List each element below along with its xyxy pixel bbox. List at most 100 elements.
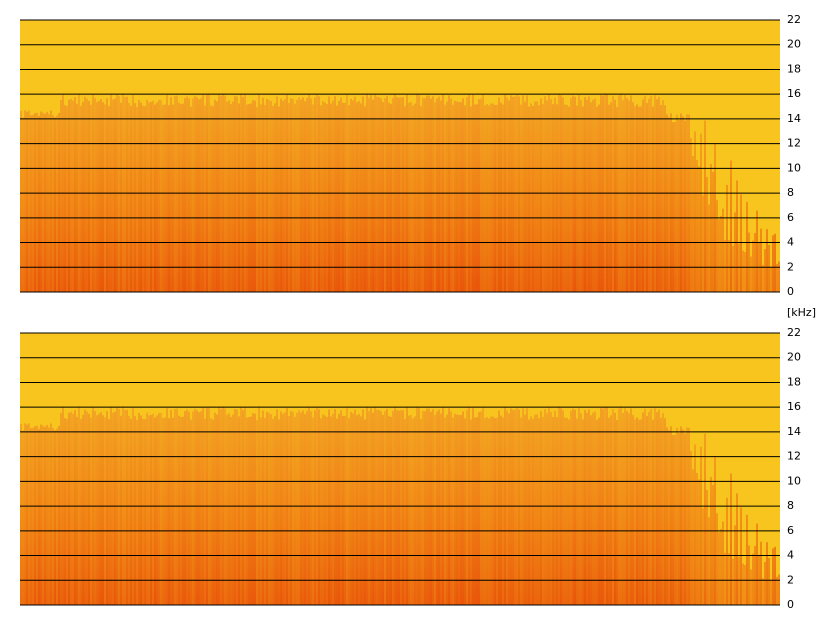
spectrogram-stripe [664, 418, 666, 605]
spectrogram-stripe [432, 409, 434, 605]
spectrogram-stripe [722, 208, 724, 292]
spectrogram-stripe [144, 106, 146, 292]
spectrogram-stripe [586, 99, 588, 293]
spectrogram-stripe [22, 117, 24, 292]
spectrogram-stripe [582, 106, 584, 292]
spectrogram-stripe [376, 409, 378, 605]
spectrogram-stripe [456, 414, 458, 605]
spectrogram-stripe [712, 171, 714, 292]
spectrogram-stripe [252, 413, 254, 605]
spectrogram-stripe [242, 97, 244, 292]
spectrogram-stripe [408, 415, 410, 605]
spectrogram-stripe [610, 102, 612, 292]
spectrogram-stripe [552, 417, 554, 605]
spectrogram-stripe [154, 417, 156, 605]
spectrogram-stripe [728, 240, 730, 292]
spectrogram-stripe [354, 96, 356, 292]
spectrogram-stripe [734, 525, 736, 605]
spectrogram-stripe [98, 100, 100, 292]
spectrogram-stripe [24, 110, 26, 292]
spectrogram-stripe [552, 104, 554, 293]
spectrogram-stripe [148, 415, 150, 605]
spectrogram-stripe [586, 412, 588, 605]
spectrogram-stripe [540, 411, 542, 605]
spectrogram-stripe [262, 97, 264, 292]
spectrogram-stripe [180, 103, 182, 293]
spectrogram-stripe [602, 408, 604, 605]
spectrogram-stripe [546, 413, 548, 605]
spectrogram-stripe [498, 97, 500, 293]
spectrogram-stripe [192, 98, 194, 292]
spectrogram-stripe [452, 104, 454, 292]
spectrogram-stripe [412, 418, 414, 605]
spectrogram-stripe [398, 97, 400, 292]
spectrogram-stripe [562, 410, 564, 605]
spectrogram-stripe [572, 95, 574, 292]
spectrogram-stripe [672, 122, 674, 293]
spectrogram-stripe [256, 420, 258, 605]
spectrogram-stripe [150, 414, 152, 605]
y-tick-label: 22 [787, 13, 801, 26]
spectrogram-stripe [108, 419, 110, 605]
spectrogram-stripe [30, 428, 32, 605]
y-tick-label: 20 [787, 351, 801, 364]
spectrogram-stripe [290, 98, 292, 292]
spectrogram-stripe [284, 412, 286, 605]
spectrogram-stripe [574, 96, 576, 293]
y-tick-label: 18 [787, 62, 801, 75]
spectrogram-stripe [642, 99, 644, 292]
spectrogram-stripe [310, 98, 312, 293]
spectrogram-stripe [172, 104, 174, 292]
spectrogram-stripe [700, 133, 702, 292]
spectrogram-stripe [592, 99, 594, 293]
spectrogram-stripe [610, 415, 612, 605]
spectrogram-stripe [536, 101, 538, 292]
spectrogram-stripe [350, 98, 352, 292]
spectrogram-stripe [522, 95, 524, 293]
spectrogram-stripe [756, 210, 758, 292]
spectrogram-stripe [226, 101, 228, 293]
spectrogram-stripe [268, 412, 270, 605]
spectrogram-stripe [342, 415, 344, 605]
spectrogram-stripe [466, 97, 468, 292]
spectrogram-stripe [40, 111, 42, 292]
spectrogram-stripe [172, 417, 174, 605]
spectrogram-stripe [752, 240, 754, 292]
spectrogram-stripe [372, 412, 374, 605]
spectrogram-stripe [192, 411, 194, 605]
spectrogram-stripe [474, 104, 476, 292]
spectrogram-stripe [48, 427, 50, 605]
spectrogram-stripe [272, 419, 274, 605]
spectrogram-stripe [488, 105, 490, 293]
spectrogram-stripe [30, 115, 32, 292]
spectrogram-stripe [284, 99, 286, 292]
spectrogram-stripe [358, 413, 360, 605]
spectrogram-stripe [340, 97, 342, 293]
spectrogram-stripe [80, 105, 82, 292]
spectrogram-stripe [188, 98, 190, 292]
spectrogram-stripe [638, 419, 640, 605]
spectrogram-stripe [566, 104, 568, 292]
spectrogram-stripe [462, 411, 464, 605]
spectrogram-stripe [436, 411, 438, 605]
y-tick-label: 12 [787, 450, 801, 463]
spectrogram-stripe [584, 96, 586, 292]
spectrogram-stripe [612, 408, 614, 605]
spectrogram-stripe [164, 417, 166, 605]
spectrogram-stripe [64, 418, 66, 605]
spectrogram-stripe [42, 425, 44, 605]
spectrogram-stripe [70, 411, 72, 605]
spectrogram-stripe [754, 233, 756, 292]
spectrogram-stripe [146, 412, 148, 605]
spectrogram-stripe [690, 451, 692, 605]
spectrogram-stripe [766, 229, 768, 292]
spectrogram-stripe [224, 408, 226, 605]
spectrogram-stripe [498, 410, 500, 605]
spectrogram-stripe [704, 433, 706, 605]
spectrogram-stripe [778, 261, 780, 292]
spectrogram-stripe [550, 411, 552, 605]
spectrogram-stripe [90, 104, 92, 292]
y-tick-label: 2 [787, 573, 794, 586]
spectrogram-stripe [666, 114, 668, 293]
spectrogram-stripe [20, 423, 22, 605]
